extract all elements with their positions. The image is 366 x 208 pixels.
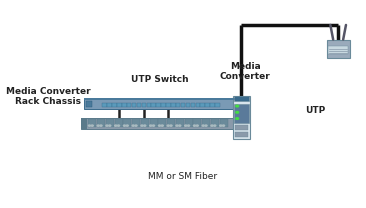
FancyBboxPatch shape — [171, 103, 176, 107]
FancyBboxPatch shape — [132, 103, 137, 107]
FancyBboxPatch shape — [89, 119, 97, 127]
Circle shape — [106, 125, 108, 126]
FancyBboxPatch shape — [210, 103, 215, 107]
FancyBboxPatch shape — [328, 46, 348, 54]
FancyBboxPatch shape — [112, 103, 117, 107]
FancyBboxPatch shape — [81, 118, 87, 129]
FancyBboxPatch shape — [122, 103, 127, 107]
FancyBboxPatch shape — [102, 103, 107, 107]
Circle shape — [123, 125, 126, 126]
FancyBboxPatch shape — [97, 119, 105, 127]
Circle shape — [214, 125, 216, 126]
FancyBboxPatch shape — [191, 103, 195, 107]
Text: Media
Converter: Media Converter — [220, 62, 270, 81]
FancyBboxPatch shape — [123, 119, 131, 127]
FancyBboxPatch shape — [150, 119, 158, 127]
Text: Media Converter
Rack Chassis: Media Converter Rack Chassis — [6, 87, 91, 106]
Circle shape — [202, 125, 204, 126]
FancyBboxPatch shape — [186, 103, 190, 107]
FancyBboxPatch shape — [127, 103, 131, 107]
FancyBboxPatch shape — [201, 103, 205, 107]
FancyBboxPatch shape — [152, 103, 156, 107]
Circle shape — [167, 125, 169, 126]
FancyBboxPatch shape — [141, 119, 149, 127]
FancyBboxPatch shape — [220, 119, 228, 127]
FancyBboxPatch shape — [235, 132, 248, 137]
FancyBboxPatch shape — [161, 103, 166, 107]
Circle shape — [150, 125, 152, 126]
Circle shape — [187, 125, 190, 126]
FancyBboxPatch shape — [234, 104, 249, 123]
FancyBboxPatch shape — [185, 119, 193, 127]
FancyBboxPatch shape — [86, 101, 92, 107]
FancyBboxPatch shape — [233, 96, 250, 139]
FancyBboxPatch shape — [235, 125, 248, 130]
Circle shape — [115, 125, 117, 126]
FancyBboxPatch shape — [115, 119, 123, 127]
Circle shape — [185, 125, 187, 126]
FancyBboxPatch shape — [193, 119, 201, 127]
FancyBboxPatch shape — [117, 103, 122, 107]
FancyBboxPatch shape — [211, 119, 219, 127]
Circle shape — [176, 125, 178, 126]
FancyBboxPatch shape — [215, 103, 220, 107]
FancyBboxPatch shape — [142, 103, 146, 107]
Circle shape — [205, 125, 207, 126]
FancyBboxPatch shape — [158, 119, 167, 127]
Circle shape — [179, 125, 181, 126]
Circle shape — [223, 125, 225, 126]
Circle shape — [158, 125, 161, 126]
FancyBboxPatch shape — [195, 103, 200, 107]
Text: UTP Switch: UTP Switch — [131, 75, 188, 84]
Circle shape — [117, 125, 120, 126]
Circle shape — [109, 125, 111, 126]
FancyBboxPatch shape — [146, 103, 151, 107]
FancyBboxPatch shape — [137, 103, 141, 107]
FancyBboxPatch shape — [166, 103, 171, 107]
FancyBboxPatch shape — [167, 119, 175, 127]
Circle shape — [100, 125, 102, 126]
Circle shape — [196, 125, 198, 126]
Circle shape — [211, 125, 213, 126]
Circle shape — [135, 125, 137, 126]
FancyBboxPatch shape — [205, 103, 210, 107]
Circle shape — [132, 125, 134, 126]
FancyBboxPatch shape — [181, 103, 185, 107]
Circle shape — [236, 118, 239, 119]
FancyBboxPatch shape — [327, 40, 350, 58]
Circle shape — [141, 125, 143, 126]
FancyBboxPatch shape — [84, 98, 238, 109]
FancyBboxPatch shape — [202, 119, 210, 127]
Circle shape — [97, 125, 99, 126]
Circle shape — [91, 125, 93, 126]
Circle shape — [153, 125, 154, 126]
FancyBboxPatch shape — [176, 119, 184, 127]
Circle shape — [170, 125, 172, 126]
Circle shape — [161, 125, 163, 126]
Text: UTP: UTP — [305, 106, 325, 115]
Circle shape — [126, 125, 128, 126]
Circle shape — [193, 125, 195, 126]
Circle shape — [144, 125, 146, 126]
FancyBboxPatch shape — [234, 96, 249, 101]
Circle shape — [220, 125, 222, 126]
FancyBboxPatch shape — [107, 103, 112, 107]
FancyBboxPatch shape — [106, 119, 114, 127]
FancyBboxPatch shape — [176, 103, 180, 107]
Circle shape — [236, 105, 239, 107]
FancyBboxPatch shape — [156, 103, 161, 107]
FancyBboxPatch shape — [132, 119, 140, 127]
FancyBboxPatch shape — [84, 98, 238, 100]
Circle shape — [236, 111, 239, 113]
FancyBboxPatch shape — [81, 118, 235, 129]
Text: MM or SM Fiber: MM or SM Fiber — [147, 172, 217, 181]
Circle shape — [89, 125, 90, 126]
